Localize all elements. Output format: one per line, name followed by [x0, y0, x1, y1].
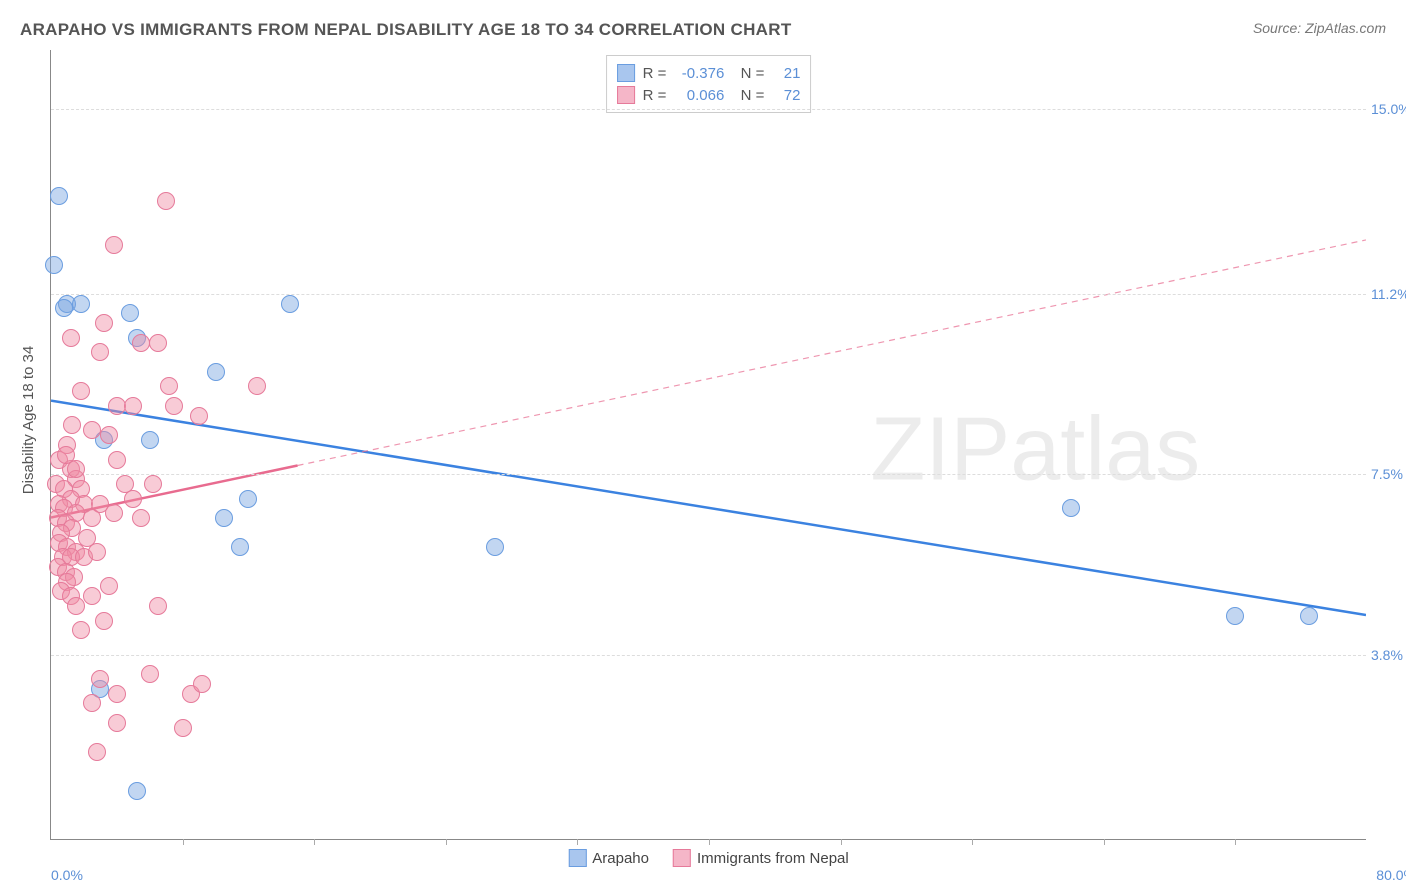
point-nepal	[157, 192, 175, 210]
point-nepal	[132, 509, 150, 527]
point-nepal	[160, 377, 178, 395]
point-nepal	[108, 451, 126, 469]
point-nepal	[91, 670, 109, 688]
r-value-arapaho: -0.376	[674, 65, 724, 82]
point-nepal	[88, 543, 106, 561]
r-label: R =	[643, 65, 667, 82]
swatch-nepal	[617, 86, 635, 104]
point-nepal	[193, 675, 211, 693]
point-nepal	[67, 460, 85, 478]
x-max-label: 80.0%	[1376, 867, 1406, 883]
source-label: Source: ZipAtlas.com	[1253, 20, 1386, 36]
point-nepal	[144, 475, 162, 493]
point-arapaho	[50, 187, 68, 205]
point-nepal	[83, 509, 101, 527]
point-nepal	[91, 343, 109, 361]
point-arapaho	[207, 363, 225, 381]
header: ARAPAHO VS IMMIGRANTS FROM NEPAL DISABIL…	[20, 20, 1386, 40]
swatch-arapaho	[617, 64, 635, 82]
point-arapaho	[486, 538, 504, 556]
chart-title: ARAPAHO VS IMMIGRANTS FROM NEPAL DISABIL…	[20, 20, 792, 40]
point-arapaho	[72, 295, 90, 313]
point-arapaho	[281, 295, 299, 313]
point-arapaho	[121, 304, 139, 322]
legend-item-arapaho: Arapaho	[568, 849, 649, 867]
x-tick	[314, 839, 315, 845]
point-nepal	[190, 407, 208, 425]
x-min-label: 0.0%	[51, 867, 83, 883]
n-label: N =	[732, 87, 764, 104]
point-nepal	[108, 397, 126, 415]
legend-label-arapaho: Arapaho	[592, 850, 649, 867]
n-value-nepal: 72	[772, 87, 800, 104]
y-tick-label: 11.2%	[1371, 286, 1406, 302]
point-nepal	[108, 685, 126, 703]
point-nepal	[95, 314, 113, 332]
point-nepal	[124, 397, 142, 415]
x-tick	[183, 839, 184, 845]
legend-swatch-nepal	[673, 849, 691, 867]
n-value-arapaho: 21	[772, 65, 800, 82]
y-tick-label: 15.0%	[1371, 101, 1406, 117]
point-nepal	[83, 587, 101, 605]
r-label: R =	[643, 87, 667, 104]
n-label: N =	[732, 65, 764, 82]
bottom-legend: Arapaho Immigrants from Nepal	[568, 849, 848, 867]
x-tick	[1104, 839, 1105, 845]
point-arapaho	[231, 538, 249, 556]
point-nepal	[105, 504, 123, 522]
y-tick-label: 7.5%	[1371, 466, 1406, 482]
legend-item-nepal: Immigrants from Nepal	[673, 849, 849, 867]
x-tick	[577, 839, 578, 845]
point-nepal	[83, 421, 101, 439]
point-nepal	[63, 416, 81, 434]
svg-text:ZIPatlas: ZIPatlas	[870, 399, 1200, 499]
point-nepal	[88, 743, 106, 761]
point-nepal	[165, 397, 183, 415]
point-nepal	[248, 377, 266, 395]
chart-plot-area: ZIPatlas R = -0.376 N = 21 R = 0.066 N =…	[50, 50, 1366, 840]
legend-swatch-arapaho	[568, 849, 586, 867]
point-arapaho	[1062, 499, 1080, 517]
point-nepal	[100, 577, 118, 595]
point-nepal	[100, 426, 118, 444]
y-tick-label: 3.8%	[1371, 647, 1406, 663]
point-nepal	[108, 714, 126, 732]
point-nepal	[149, 334, 167, 352]
point-nepal	[57, 446, 75, 464]
legend-label-nepal: Immigrants from Nepal	[697, 850, 849, 867]
point-arapaho	[215, 509, 233, 527]
point-nepal	[72, 621, 90, 639]
x-tick	[446, 839, 447, 845]
x-tick	[841, 839, 842, 845]
point-nepal	[67, 597, 85, 615]
r-value-nepal: 0.066	[674, 87, 724, 104]
point-arapaho	[1300, 607, 1318, 625]
y-axis-title: Disability Age 18 to 34	[20, 346, 37, 494]
point-arapaho	[239, 490, 257, 508]
point-nepal	[149, 597, 167, 615]
point-nepal	[62, 329, 80, 347]
x-tick	[972, 839, 973, 845]
point-arapaho	[141, 431, 159, 449]
point-nepal	[83, 694, 101, 712]
point-nepal	[124, 490, 142, 508]
point-nepal	[95, 612, 113, 630]
x-tick	[709, 839, 710, 845]
point-nepal	[105, 236, 123, 254]
point-arapaho	[55, 299, 73, 317]
point-arapaho	[45, 256, 63, 274]
x-tick	[1235, 839, 1236, 845]
point-nepal	[132, 334, 150, 352]
point-nepal	[174, 719, 192, 737]
point-arapaho	[128, 782, 146, 800]
point-arapaho	[1226, 607, 1244, 625]
point-nepal	[72, 382, 90, 400]
point-nepal	[141, 665, 159, 683]
